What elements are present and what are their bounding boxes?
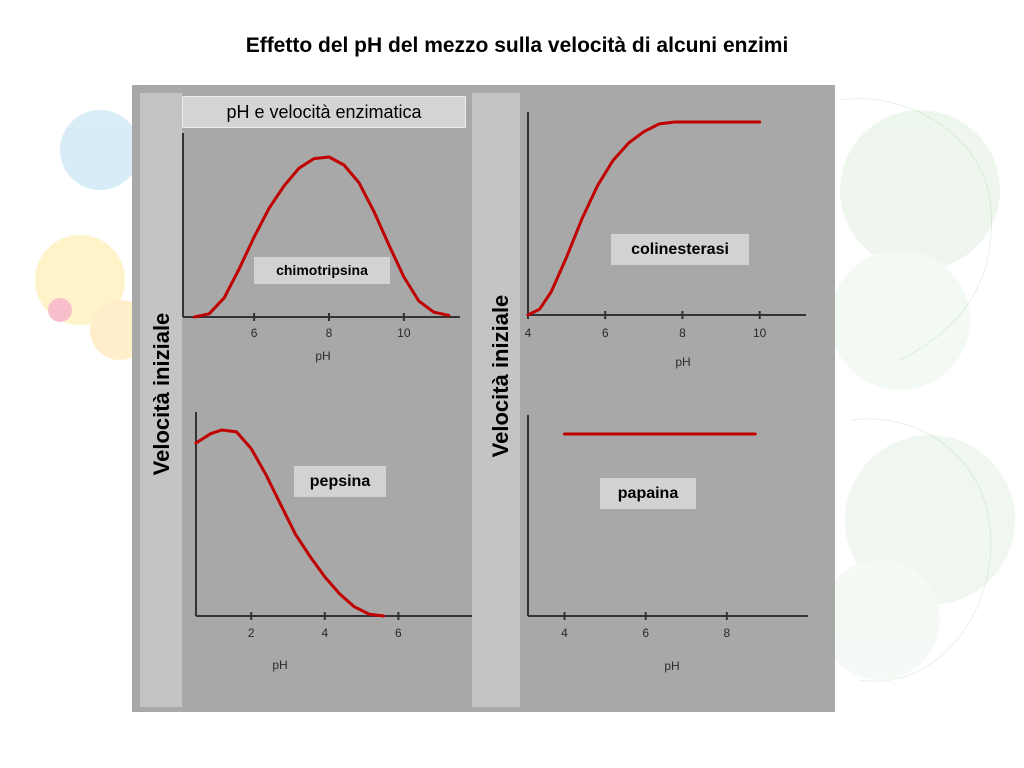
papaina-x-tick-label: 8: [723, 626, 730, 640]
chimotripsina-curve: [192, 155, 451, 319]
pepsina-x-tick-label: 4: [321, 626, 328, 640]
pepsina-curve: [194, 428, 386, 618]
slide-title: Effetto del pH del mezzo sulla velocità …: [245, 34, 789, 57]
papaina-x-axis-label: pH: [664, 659, 679, 673]
colinesterasi-x-tick-label: 4: [525, 326, 532, 340]
papaina-x-tick-label: 6: [642, 626, 649, 640]
colinesterasi-x-tick-label: 6: [602, 326, 609, 340]
right-axis-strip: [472, 93, 520, 707]
colinesterasi-x-axis-label: pH: [675, 355, 690, 369]
chimotripsina-label: chimotripsina: [254, 257, 390, 284]
pepsina-x-axis-label: pH: [272, 658, 287, 672]
chimotripsina-x-tick-label: 8: [326, 326, 333, 340]
pepsina-label: pepsina: [294, 466, 386, 497]
pepsina-x-tick-label: 2: [248, 626, 255, 640]
chimotripsina-x-axis-label: pH: [315, 349, 330, 363]
colinesterasi-x-tick-label: 8: [679, 326, 686, 340]
left-axis-strip: [140, 93, 182, 707]
papaina-label: papaina: [600, 478, 696, 509]
colinesterasi-label: colinesterasi: [611, 234, 749, 265]
chimotripsina-x-tick-label: 10: [397, 326, 411, 340]
figure-heading: pH e velocità enzimatica: [182, 96, 466, 128]
chimotripsina-x-tick-label: 6: [251, 326, 258, 340]
colinesterasi-x-tick-label: 10: [753, 326, 767, 340]
papaina-x-tick-label: 4: [561, 626, 568, 640]
pepsina-x-tick-label: 6: [395, 626, 402, 640]
colinesterasi-curve: [526, 120, 762, 317]
